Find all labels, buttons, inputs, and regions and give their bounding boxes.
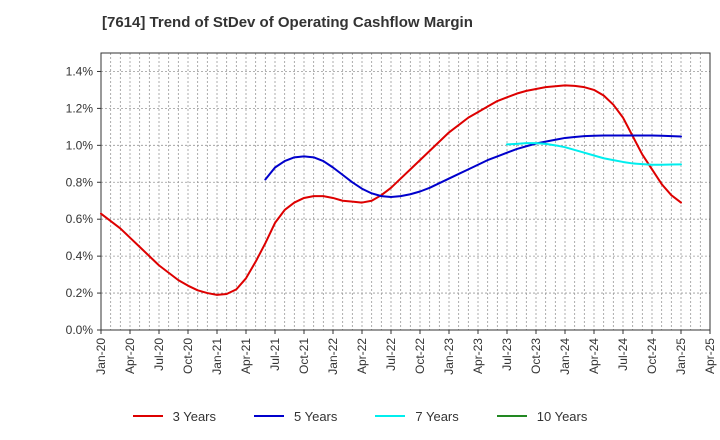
legend-label: 7 Years (415, 408, 459, 424)
x-tick-label: Apr-23 (471, 338, 485, 374)
legend-swatch (375, 415, 406, 417)
y-tick-labels: 0.0% 0.2% 0.4% 0.6% 0.8% 1.0% 1.2% 1.4% (66, 64, 94, 337)
legend-label: 3 Years (172, 408, 216, 424)
x-tick-label: Apr-24 (587, 338, 601, 374)
legend-swatch (132, 415, 163, 417)
chart-title: [7614] Trend of StDev of Operating Cashf… (102, 14, 473, 31)
x-tick-label: Jan-20 (94, 338, 108, 375)
x-tick-label: Jul-22 (384, 338, 398, 371)
x-tick-label: Jul-21 (268, 338, 282, 371)
grid-lines (101, 53, 710, 330)
y-tick-label: 0.2% (66, 286, 94, 300)
x-tick-labels: Jan-20 Apr-20 Jul-20 Oct-20 Jan-21 Apr-21 Jul-… (94, 338, 717, 375)
x-tick-label: Jul-23 (500, 338, 514, 371)
y-tick-label: 0.4% (66, 249, 94, 263)
x-tick-label: Jul-20 (152, 338, 166, 371)
legend-label: 5 Years (294, 408, 338, 424)
series-line (100, 84, 682, 296)
y-tick-label: 1.0% (66, 138, 94, 152)
y-tick-label: 1.2% (66, 101, 94, 115)
x-tick-label: Oct-24 (645, 338, 659, 374)
legend-swatch (254, 415, 284, 417)
y-tick-label: 0.6% (66, 212, 94, 226)
x-tick-label: Jan-22 (326, 338, 340, 375)
legend-item: 5 Years (254, 409, 337, 424)
x-tick-label: Jan-25 (674, 338, 688, 375)
x-tick-label: Jul-24 (616, 338, 630, 371)
x-tick-label: Oct-21 (297, 338, 311, 374)
plot-frame (100, 52, 711, 331)
x-tick-label: Oct-23 (529, 338, 543, 374)
series-lines (100, 84, 682, 296)
series-line (264, 134, 682, 199)
x-tick-label: Apr-21 (239, 338, 253, 374)
legend-label: 10 Years (536, 408, 588, 424)
x-tick-label: Apr-20 (123, 338, 137, 374)
x-tick-label: Jan-23 (442, 338, 456, 375)
legend-item: 10 Years (496, 408, 588, 424)
y-tick-label: 0.0% (66, 323, 94, 337)
y-tick-label: 0.8% (66, 175, 94, 189)
series-line (506, 142, 682, 166)
x-tick-label: Jan-24 (558, 338, 572, 375)
x-tick-label: Oct-22 (413, 338, 427, 374)
x-tick-label: Oct-20 (181, 338, 195, 374)
x-tick-label: Apr-25 (703, 338, 717, 374)
legend-swatch (496, 415, 527, 417)
legend-item: 7 Years (375, 408, 459, 424)
x-tick-label: Jan-21 (210, 338, 224, 375)
legend-item: 3 Years (132, 408, 216, 424)
x-tick-label: Apr-22 (355, 338, 369, 374)
y-tick-label: 1.4% (66, 64, 94, 78)
legend: 3 Years 5 Years 7 Years 10 Years (0, 405, 720, 427)
axes (97, 52, 711, 334)
